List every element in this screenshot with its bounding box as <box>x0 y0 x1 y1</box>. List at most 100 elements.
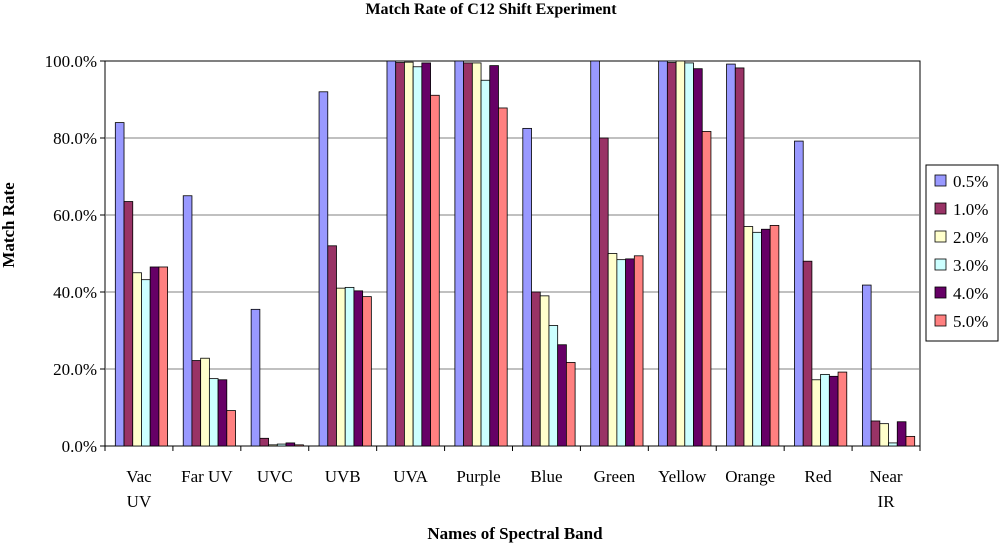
x-axis-title: Names of Spectral Band <box>427 524 603 543</box>
x-category-label: Vac <box>126 467 152 486</box>
x-category-label: UVC <box>257 467 293 486</box>
bar <box>905 435 916 447</box>
plot-area <box>104 60 921 447</box>
y-tick-label: 0.0% <box>62 437 97 456</box>
bar <box>250 308 261 447</box>
y-tick-label: 80.0% <box>53 129 97 148</box>
bar <box>454 60 465 447</box>
x-category-label: Blue <box>530 467 562 486</box>
bar <box>430 94 440 447</box>
x-category-label: Far UV <box>181 467 233 486</box>
x-category-label: UV <box>127 492 152 511</box>
bar <box>828 375 839 447</box>
legend-label: 4.0% <box>953 284 988 303</box>
bar <box>837 371 848 447</box>
bar <box>769 224 780 447</box>
bar <box>114 122 125 447</box>
bar <box>675 60 686 447</box>
bar <box>158 266 169 447</box>
x-category-label: Red <box>804 467 832 486</box>
bar <box>463 62 473 447</box>
bar <box>607 253 618 447</box>
legend-label: 3.0% <box>953 256 988 275</box>
bar <box>879 423 889 447</box>
bar <box>344 286 355 447</box>
bar <box>590 60 600 447</box>
bar <box>726 63 736 447</box>
bar <box>327 245 337 447</box>
bar <box>802 260 813 447</box>
bar <box>752 231 762 447</box>
bar <box>123 201 134 447</box>
legend-box <box>925 164 999 342</box>
y-tick-label: 100.0% <box>45 52 97 71</box>
bar <box>149 266 160 447</box>
x-category-label: UVA <box>393 467 428 486</box>
bar <box>658 60 668 447</box>
bar <box>353 290 364 447</box>
legend-label: 0.5% <box>953 172 988 191</box>
bar <box>599 137 609 447</box>
x-category-label: UVB <box>325 467 361 486</box>
legend-label: 2.0% <box>953 228 988 247</box>
bar <box>294 444 304 447</box>
bar <box>794 140 804 447</box>
bars <box>114 60 916 447</box>
bar <box>191 360 202 447</box>
bar <box>268 444 278 447</box>
x-category-label: Orange <box>725 467 775 486</box>
x-axis-categories: Vac UV Far UV UVC UVB UVA Purple Blue Green Yello… <box>104 446 921 511</box>
bar <box>557 344 567 447</box>
bar <box>888 442 898 447</box>
bar <box>531 291 541 447</box>
legend: 0.5% 1.0% 2.0% 3.0% 4.0% 5.0% <box>934 172 988 331</box>
bar <box>395 62 405 447</box>
bar <box>226 410 236 447</box>
x-category-label: Green <box>594 467 636 486</box>
bar <box>666 62 677 447</box>
bar <box>412 66 423 447</box>
bar <box>362 296 372 447</box>
bar <box>548 325 559 447</box>
bar <box>761 228 771 447</box>
bar <box>318 91 329 447</box>
legend-swatch <box>934 286 947 299</box>
x-category-label: Purple <box>456 467 500 486</box>
legend-swatch <box>934 230 947 243</box>
bar <box>421 62 431 447</box>
bar <box>625 258 635 447</box>
x-category-label: IR <box>878 492 896 511</box>
bar <box>182 195 193 447</box>
bar <box>870 420 881 447</box>
bar <box>820 373 830 447</box>
bar <box>285 442 296 447</box>
bar <box>404 61 414 447</box>
legend-label: 1.0% <box>953 200 988 219</box>
bar <box>734 67 745 447</box>
bar <box>565 362 576 447</box>
bar <box>684 62 694 447</box>
bar <box>539 295 550 447</box>
bar <box>200 357 210 447</box>
bar <box>489 65 499 447</box>
bar <box>693 68 703 447</box>
gridlines <box>105 137 920 370</box>
x-category-label: Near <box>870 467 903 486</box>
bar <box>386 60 397 447</box>
bar <box>522 127 532 447</box>
bar <box>743 226 754 447</box>
legend-label: 5.0% <box>953 312 988 331</box>
bar <box>471 62 482 447</box>
bar <box>132 272 142 447</box>
legend-swatch <box>934 314 947 327</box>
chart-title: Match Rate of C12 Shift Experiment <box>365 1 617 18</box>
bar <box>276 443 287 447</box>
bar <box>259 437 269 447</box>
bar <box>498 107 508 447</box>
x-category-label: Yellow <box>658 467 707 486</box>
y-tick-label: 60.0% <box>53 206 97 225</box>
bar <box>480 79 491 447</box>
bar <box>141 279 151 447</box>
bar <box>208 378 219 447</box>
